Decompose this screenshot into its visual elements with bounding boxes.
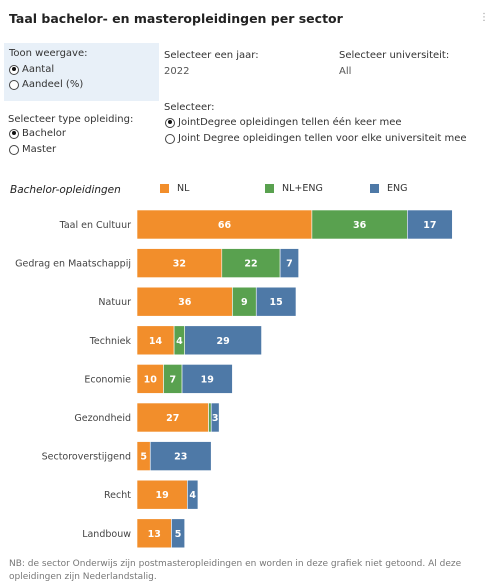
- data-label: 3: [212, 413, 219, 424]
- more-options-icon[interactable]: ⋮: [479, 12, 489, 23]
- legend-item-eng[interactable]: ENG: [370, 183, 407, 194]
- radio-unselected-icon: [9, 79, 19, 90]
- legend-label: NL+ENG: [282, 183, 323, 194]
- radio-master[interactable]: Master: [9, 144, 56, 155]
- legend-label: ENG: [387, 183, 408, 194]
- category-label: Landbouw: [82, 529, 131, 540]
- university-label: Selecteer universiteit:: [339, 50, 450, 61]
- radio-selected-icon: [9, 64, 19, 75]
- bar-segment-nl-eng[interactable]: [221, 248, 281, 278]
- legend-swatch: [160, 184, 169, 193]
- category-label: Economie: [84, 374, 131, 385]
- data-label: 15: [270, 297, 283, 308]
- category-label: Gezondheid: [74, 413, 131, 424]
- legend-label: NL: [177, 183, 190, 194]
- bar-segment-eng[interactable]: [171, 518, 185, 549]
- radio-aandeel[interactable]: Aandeel (%): [9, 79, 83, 90]
- year-label: Selecteer een jaar:: [164, 50, 259, 61]
- data-label: 5: [175, 529, 182, 540]
- category-label: Recht: [104, 490, 131, 501]
- data-label: 29: [217, 336, 230, 347]
- radio-unselected-icon: [9, 144, 19, 155]
- year-select[interactable]: 2022: [164, 66, 190, 77]
- radio-selected-icon: [9, 128, 19, 139]
- bar-segment-nl[interactable]: [136, 209, 313, 240]
- radio-label: Aantal: [22, 64, 55, 75]
- footnote: NB: de sector Onderwijs zijn postmastero…: [9, 559, 462, 582]
- data-label: 17: [423, 220, 436, 231]
- bar-segment-eng[interactable]: [181, 364, 233, 394]
- bar-segment-eng[interactable]: [187, 479, 199, 510]
- category-label: Sectoroverstijgend: [42, 452, 131, 463]
- display-label: Toon weergave:: [9, 48, 88, 59]
- data-label: 7: [286, 259, 293, 270]
- data-label: 19: [156, 490, 169, 501]
- data-label: 13: [148, 529, 161, 540]
- bar-segment-nl[interactable]: [136, 325, 175, 356]
- bar-segment-eng[interactable]: [406, 209, 453, 240]
- legend-swatch: [370, 184, 379, 193]
- radio-aantal[interactable]: Aantal: [9, 64, 54, 75]
- joint-degree-label: Selecteer:: [164, 102, 215, 113]
- radio-joint-each[interactable]: Joint Degree opleidingen tellen voor elk…: [165, 133, 467, 144]
- bar-segment-nl[interactable]: [136, 248, 223, 278]
- page-title: Taal bachelor- en masteropleidingen per …: [9, 11, 343, 26]
- bar-segment-eng[interactable]: [210, 402, 220, 433]
- data-label: 32: [173, 259, 186, 270]
- data-label: 19: [201, 374, 214, 385]
- radio-unselected-icon: [165, 133, 175, 144]
- stacked-bar-chart: Taal en Cultuur 66 36 17 Gedrag en Maatschap…: [15, 209, 453, 549]
- radio-label: JointDegree opleidingen tellen één keer …: [178, 117, 402, 128]
- radio-label: Master: [22, 144, 57, 155]
- bar-segment-eng[interactable]: [149, 441, 212, 471]
- bar-segment-eng[interactable]: [184, 325, 262, 356]
- data-label: 9: [241, 297, 248, 308]
- data-label: 14: [149, 336, 163, 347]
- data-label: 23: [174, 452, 187, 463]
- program-type-label: Selecteer type opleiding:: [8, 114, 134, 125]
- display-panel: [4, 43, 159, 101]
- bar-segment-eng[interactable]: [279, 248, 299, 278]
- legend-item-nl-eng[interactable]: NL+ENG: [265, 183, 323, 194]
- category-label: Natuur: [98, 297, 131, 308]
- data-label: 36: [178, 297, 192, 308]
- chart-subtitle: Bachelor-opleidingen: [10, 184, 121, 196]
- data-label: 7: [169, 374, 176, 385]
- data-label: 22: [244, 259, 257, 270]
- radio-label: Aandeel (%): [22, 79, 84, 90]
- radio-selected-icon: [165, 117, 175, 128]
- bar-segment-nl[interactable]: [136, 479, 188, 510]
- data-label: 4: [189, 490, 196, 501]
- bar-segment-nl[interactable]: [136, 286, 233, 317]
- radio-bachelor[interactable]: Bachelor: [9, 128, 66, 139]
- bar-segment-nl[interactable]: [136, 364, 164, 394]
- legend-item-nl[interactable]: NL: [160, 183, 189, 194]
- university-select[interactable]: All: [339, 66, 352, 77]
- legend-swatch: [265, 184, 274, 193]
- data-label: 10: [144, 374, 158, 385]
- data-label: 36: [353, 220, 367, 231]
- radio-label: Joint Degree opleidingen tellen voor elk…: [178, 133, 467, 144]
- radio-label: Bachelor: [22, 128, 66, 139]
- radio-joint-once[interactable]: JointDegree opleidingen tellen één keer …: [165, 117, 402, 128]
- bar-segment-nl-eng[interactable]: [311, 209, 408, 240]
- data-label: 66: [218, 220, 232, 231]
- category-label: Techniek: [89, 336, 132, 347]
- bar-segment-eng[interactable]: [255, 286, 297, 317]
- data-label: 4: [176, 336, 183, 347]
- category-label: Taal en Cultuur: [59, 220, 131, 231]
- data-label: 27: [166, 413, 179, 424]
- bar-segment-nl-eng[interactable]: [208, 402, 212, 433]
- category-label: Gedrag en Maatschappij: [15, 259, 131, 270]
- data-label: 5: [140, 452, 147, 463]
